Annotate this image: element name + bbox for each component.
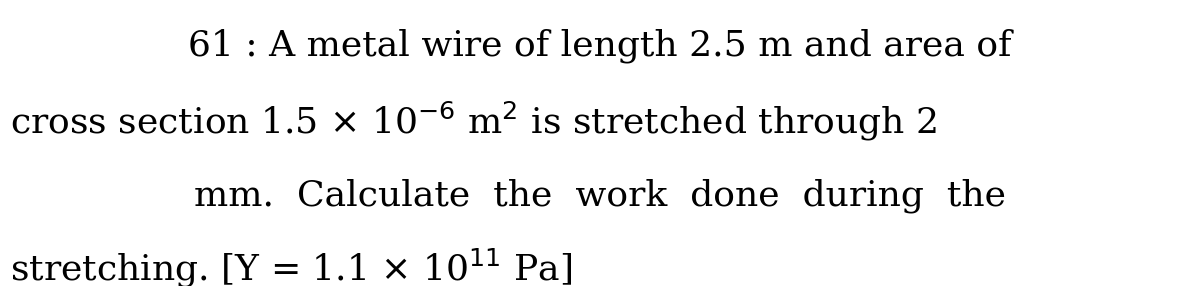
Text: 61 : A metal wire of length 2.5 m and area of: 61 : A metal wire of length 2.5 m and ar… bbox=[188, 29, 1012, 63]
Text: cross section 1.5 $\times$ 10$^{-6}$ m$^{2}$ is stretched through 2: cross section 1.5 $\times$ 10$^{-6}$ m$^… bbox=[10, 100, 937, 143]
Text: mm.  Calculate  the  work  done  during  the: mm. Calculate the work done during the bbox=[194, 179, 1006, 213]
Text: stretching. [Y = 1.1 $\times$ 10$^{11}$ Pa]: stretching. [Y = 1.1 $\times$ 10$^{11}$ … bbox=[10, 247, 572, 286]
